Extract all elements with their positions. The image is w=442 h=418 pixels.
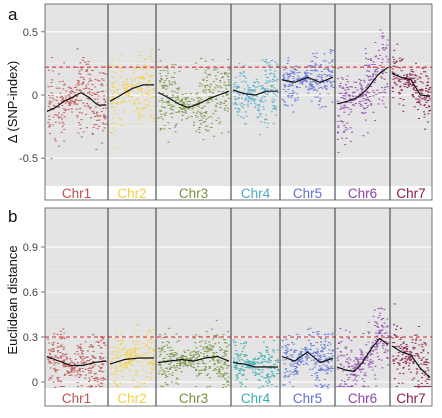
data-points-chr3 (157, 49, 231, 143)
panel-b-y-ticks: 0 0.3 0.6 0.9 (23, 242, 45, 389)
trend-line-chr3 (157, 355, 230, 364)
panel-a-dividers (107, 4, 391, 200)
data-points-chr6 (336, 29, 390, 153)
data-points-chr2 (109, 39, 156, 148)
panel-a: -0.500.5 Chr1 Chr2 Chr3 Chr4 Chr5 Chr6 Chr7 a … (5, 3, 433, 201)
trend-line-chr1 (46, 355, 107, 367)
y-tick-label: -0.5 (19, 153, 38, 165)
panel-a-frame (44, 3, 433, 201)
chromosome-label-chr6: Chr6 (348, 186, 377, 201)
chromosome-label-chr4: Chr4 (241, 186, 271, 201)
data-points-chr4 (232, 339, 280, 389)
panel-a-grid (45, 31, 432, 159)
chromosome-label-chr3: Chr3 (179, 186, 208, 201)
trend-line-chr6 (336, 66, 389, 105)
panel-b-chromosome-labels: Chr1 Chr2 Chr3 Chr4 Chr5 Chr6 Chr7 (62, 391, 426, 406)
panel-b-frame (44, 207, 433, 407)
chromosome-label-chr3: Chr3 (179, 391, 208, 406)
trend-line-chr5 (281, 76, 334, 84)
panel-a-chromosome-labels: Chr1 Chr2 Chr3 Chr4 Chr5 Chr6 Chr7 (62, 186, 426, 201)
chromosome-label-chr5: Chr5 (293, 391, 322, 406)
panel-b-dividers (107, 208, 391, 406)
panel-b-points (46, 303, 432, 389)
data-points-chr1 (47, 48, 108, 160)
y-tick-label: 0 (32, 377, 38, 389)
trend-line-chr7 (391, 345, 431, 378)
chromosome-label-chr6: Chr6 (348, 391, 377, 406)
trend-line-chr7 (391, 72, 431, 97)
panel-a-points (47, 29, 432, 160)
panel-a-label: a (8, 5, 18, 24)
trend-line-chr4 (232, 89, 278, 96)
chromosome-label-chr5: Chr5 (293, 186, 322, 201)
data-points-chr7 (391, 43, 432, 130)
trend-line-chr4 (232, 361, 278, 368)
y-tick-label: 0.6 (23, 287, 38, 299)
panel-b: 00.30.60.9 Chr1 Chr2 Chr3 Chr4 Chr5 Chr6 Chr7 … (5, 207, 433, 407)
y-tick-label: 0.9 (23, 242, 38, 254)
panel-b-trends (46, 337, 431, 378)
y-tick-label: 0.3 (23, 332, 38, 344)
trend-line-chr6 (336, 337, 389, 373)
chromosome-label-chr7: Chr7 (396, 391, 425, 406)
y-tick-label: 0.5 (23, 27, 38, 39)
trend-line-chr5 (281, 351, 334, 364)
chromosome-label-chr1: Chr1 (62, 391, 91, 406)
panel-a-y-axis-title: Δ (SNP-index) (5, 61, 20, 143)
data-points-chr1 (46, 328, 108, 388)
panel-b-label: b (8, 207, 17, 226)
panel-b-y-axis-title: Euclidean distance (5, 245, 20, 354)
y-tick-label: 0 (32, 90, 38, 102)
trend-line-chr3 (157, 90, 230, 108)
panel-a-y-ticks: -0.5 0 0.5 (19, 27, 45, 165)
data-points-chr5 (281, 327, 335, 389)
trend-line-chr2 (109, 84, 154, 102)
chromosome-label-chr2: Chr2 (117, 391, 146, 406)
data-points-chr3 (157, 319, 231, 388)
data-points-chr7 (391, 303, 432, 388)
trend-line-chr2 (109, 357, 154, 365)
chromosome-label-chr1: Chr1 (62, 186, 91, 201)
data-points-chr2 (109, 323, 156, 389)
trend-line-chr1 (46, 92, 106, 112)
chromosome-label-chr2: Chr2 (117, 186, 146, 201)
chromosome-label-chr4: Chr4 (241, 391, 271, 406)
panel-a-trends (46, 66, 431, 112)
chromosome-label-chr7: Chr7 (396, 186, 425, 201)
